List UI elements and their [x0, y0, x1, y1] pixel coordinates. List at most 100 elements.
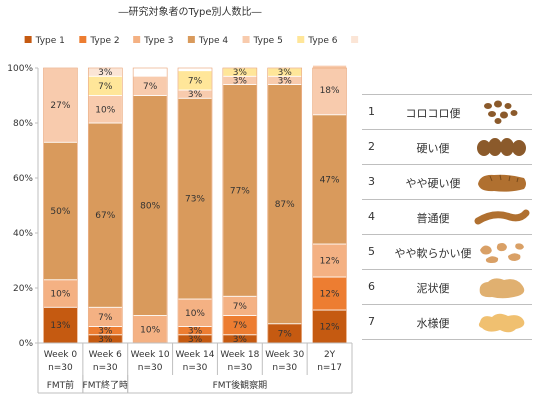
- bristol-row: 5 やや軟らかい便: [362, 234, 532, 269]
- data-label: 3%: [188, 327, 203, 337]
- x-sample-size: n=30: [93, 363, 118, 373]
- data-label: 73%: [185, 195, 205, 205]
- bristol-row: 4 普通便: [362, 199, 532, 234]
- data-label: 7%: [278, 329, 293, 339]
- y-tick-label: 40%: [13, 229, 33, 239]
- bar-segment: [312, 114, 347, 245]
- x-tick-label: Week 10: [131, 350, 170, 360]
- y-tick-label: 100%: [7, 64, 33, 74]
- data-label: 27%: [50, 101, 70, 111]
- bar-segment: [312, 64, 347, 116]
- legend-swatch: [297, 36, 305, 43]
- data-label: 10%: [185, 309, 205, 319]
- watery-icon: [474, 308, 530, 336]
- bar-segment: [87, 95, 123, 124]
- y-tick-label: 60%: [13, 174, 33, 184]
- lumpy-sausage-icon: [474, 133, 530, 161]
- data-label: 7%: [143, 82, 158, 92]
- group-label: FMT後観察期: [213, 379, 267, 391]
- bristol-scale-table: 1 コロコロ便 2 硬い便 3 やや硬い便 4 普通便 5 やや軟らかい便 6 泥状便 7 水様便: [362, 94, 532, 340]
- y-tick-label: 0%: [19, 339, 34, 349]
- legend-swatch: [24, 36, 32, 43]
- legend-swatch: [242, 36, 250, 43]
- bristol-type-name: コロコロ便: [405, 107, 461, 120]
- bar-segment: [222, 84, 258, 297]
- data-label: 77%: [230, 186, 250, 196]
- legend-swatch: [187, 36, 195, 43]
- bristol-row: 6 泥状便: [362, 269, 532, 304]
- bar-segment: [43, 141, 78, 281]
- bristol-type-number: 5: [368, 245, 375, 258]
- mushy-icon: [474, 273, 530, 301]
- x-tick-label: Week 18: [220, 350, 259, 360]
- bristol-type-number: 4: [368, 210, 375, 223]
- x-sample-size: n=30: [183, 363, 208, 373]
- stacked-bar-chart: ―研究対象者のType別人数比― Type 1 Type 2 Type 3 Type …: [7, 5, 359, 394]
- data-label: 3%: [98, 327, 113, 337]
- bristol-type-name: 硬い便: [416, 142, 450, 155]
- data-label: 18%: [320, 86, 340, 96]
- data-label: 7%: [233, 302, 248, 312]
- data-label: 3%: [233, 335, 248, 345]
- data-label: 10%: [140, 325, 160, 335]
- legend-swatch: [79, 36, 87, 43]
- bristol-type-number: 6: [368, 280, 375, 293]
- bar-segment: [132, 95, 168, 316]
- pellets-icon: [474, 98, 530, 126]
- bristol-row: 1 コロコロ便: [362, 94, 532, 129]
- soft-blobs-icon: [474, 238, 530, 266]
- cracked-sausage-icon: [474, 168, 530, 196]
- data-label: 3%: [188, 335, 203, 345]
- data-label: 3%: [278, 68, 293, 78]
- bar-segment: [177, 97, 213, 300]
- data-label: 12%: [320, 290, 340, 300]
- data-label: 10%: [95, 105, 115, 115]
- x-sample-size: n=30: [272, 363, 297, 373]
- data-label: 50%: [50, 207, 70, 217]
- x-tick-label: Week 0: [44, 350, 78, 360]
- bristol-type-name: 水様便: [416, 317, 450, 330]
- bristol-type-number: 7: [368, 315, 375, 328]
- legend-label: Type 3: [143, 36, 173, 46]
- bristol-type-name: 普通便: [416, 212, 450, 225]
- y-axis: 0% 20% 40% 60% 80% 100%: [7, 64, 39, 349]
- data-label: 47%: [320, 175, 340, 185]
- legend-swatch: [351, 36, 359, 43]
- x-sample-size: n=17: [317, 363, 342, 373]
- data-label: 67%: [95, 211, 115, 221]
- data-label: 3%: [233, 76, 248, 86]
- legend-label: Type 6: [307, 36, 338, 46]
- x-axis: Week 0 n=30 Week 6 n=30 Week 10 n=30 Week 14 n=…: [37, 342, 353, 394]
- data-label: 7%: [98, 82, 113, 92]
- data-label: 3%: [278, 76, 293, 86]
- legend-label: Type 5: [253, 36, 283, 46]
- legend-swatch: [133, 36, 141, 43]
- x-tick-label: Week 30: [265, 350, 304, 360]
- legend-label: Type 2: [89, 36, 119, 46]
- x-tick-label: Week 14: [176, 350, 215, 360]
- data-label: 80%: [140, 202, 160, 212]
- bristol-type-name: やや軟らかい便: [394, 247, 472, 260]
- y-tick-label: 20%: [13, 284, 33, 294]
- x-sample-size: n=30: [228, 363, 253, 373]
- data-label: 3%: [98, 68, 113, 78]
- data-label: 10%: [50, 290, 70, 300]
- bar-segment: [312, 243, 347, 278]
- data-label: 3%: [98, 335, 113, 345]
- group-label: FMT終了時: [83, 379, 128, 391]
- bar-segment: [312, 276, 347, 311]
- data-label: 7%: [233, 321, 248, 331]
- bristol-row: 2 硬い便: [362, 129, 532, 164]
- data-label: 3%: [233, 68, 248, 78]
- bar-segment: [87, 122, 123, 308]
- y-tick-label: 80%: [13, 119, 33, 129]
- bristol-type-number: 2: [368, 140, 375, 153]
- bars: 13%10%50%27%3%3%7%67%10%7%3%10%80%7%3%3%…: [43, 64, 347, 345]
- bristol-type-name: やや硬い便: [405, 177, 461, 190]
- x-sample-size: n=30: [48, 363, 73, 373]
- smooth-sausage-icon: [474, 203, 530, 231]
- data-label: 7%: [98, 313, 113, 323]
- bristol-row: 7 水様便: [362, 304, 532, 340]
- bristol-type-name: 泥状便: [416, 282, 450, 295]
- x-sample-size: n=30: [138, 363, 163, 373]
